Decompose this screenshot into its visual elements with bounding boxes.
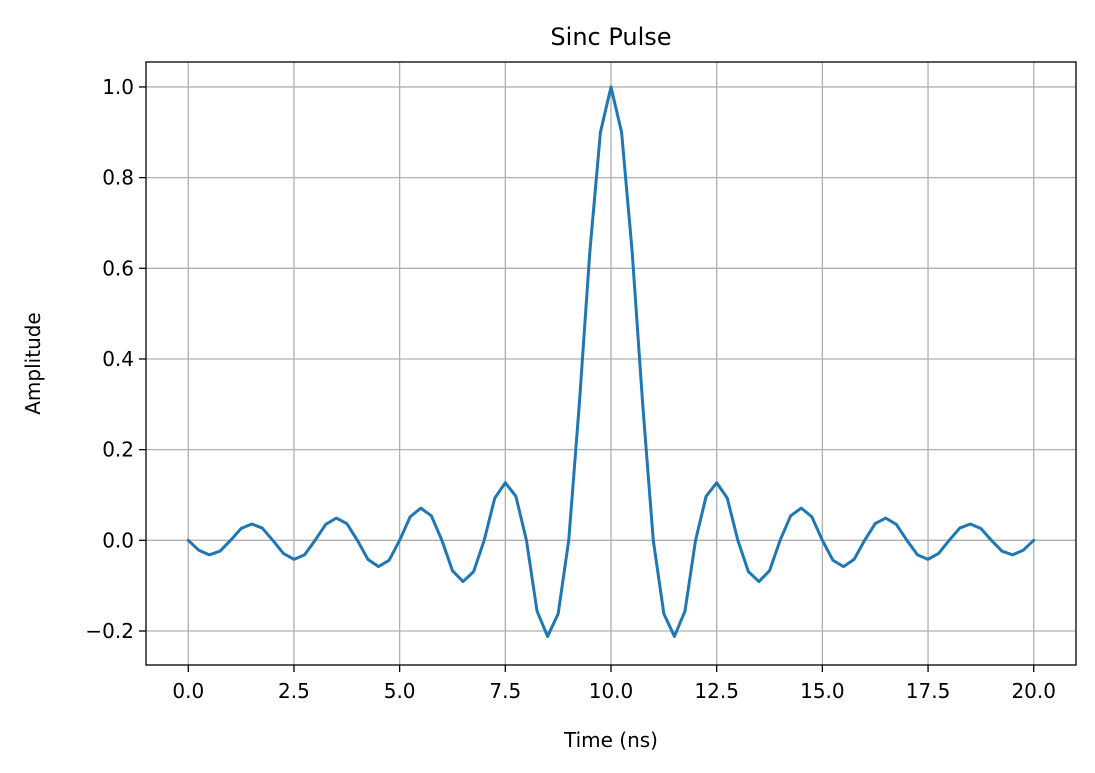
- x-tick-label: 20.0: [1011, 679, 1056, 703]
- x-tick-label: 0.0: [172, 679, 204, 703]
- y-tick-label: 1.0: [102, 75, 134, 99]
- y-tick-label: −0.2: [85, 619, 134, 643]
- x-tick-label: 17.5: [906, 679, 951, 703]
- x-axis-label: Time (ns): [563, 728, 658, 752]
- x-tick-label: 15.0: [800, 679, 845, 703]
- plot-line-layer: [186, 85, 1036, 638]
- x-tick-label: 10.0: [589, 679, 634, 703]
- x-tick-label: 12.5: [694, 679, 739, 703]
- grid: [146, 62, 1076, 665]
- y-tick-label: 0.4: [102, 347, 134, 371]
- chart-title: Sinc Pulse: [550, 23, 671, 51]
- x-tick-label: 2.5: [278, 679, 310, 703]
- y-tick-label: 0.8: [102, 166, 134, 190]
- axis-ticks: 0.0 2.5 5.0 7.5 10.0 12.5 15.0 17.5 20.0 −0.2 0.0 0…: [85, 75, 1056, 703]
- sinc-pulse-line: [186, 85, 1036, 638]
- y-tick-label: 0.6: [102, 256, 134, 280]
- y-tick-label: 0.0: [102, 528, 134, 552]
- y-tick-label: 0.2: [102, 438, 134, 462]
- y-axis-label: Amplitude: [21, 312, 45, 415]
- x-tick-label: 5.0: [384, 679, 416, 703]
- x-tick-label: 7.5: [489, 679, 521, 703]
